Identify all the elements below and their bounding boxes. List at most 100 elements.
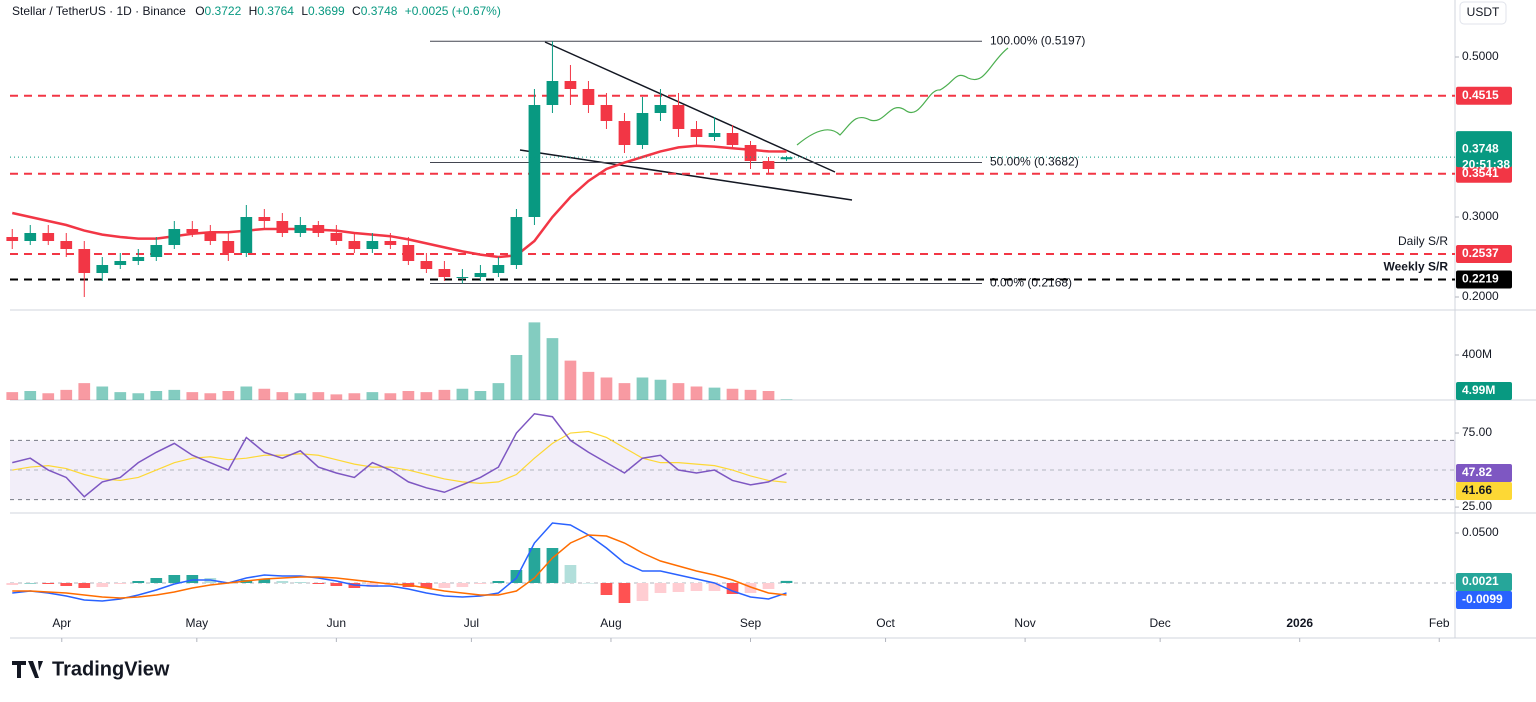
volume-bar [654, 379, 667, 400]
macd-histogram-bar [564, 565, 577, 583]
ohlc-value: 0.3699 [308, 4, 345, 18]
candle-body [276, 221, 289, 233]
candle-body [60, 241, 73, 249]
candle-body [294, 225, 307, 233]
volume-bar [474, 391, 487, 400]
volume-bar [708, 387, 721, 400]
level-value-box [1456, 270, 1512, 289]
volume-bar [240, 386, 253, 400]
macd-histogram-bar [366, 583, 379, 587]
candle-body [744, 145, 757, 161]
macd-histogram-bar [582, 583, 595, 584]
x-tick-label: Jun [327, 616, 346, 630]
macd-histogram-bar [276, 581, 289, 583]
countdown: 20:51:38 [1462, 157, 1510, 171]
x-tick-label: Sep [740, 616, 762, 630]
x-tick-label: 2026 [1286, 616, 1313, 630]
level-value: 0.2537 [1462, 246, 1499, 260]
fib-label: 100.00% (0.5197) [990, 33, 1085, 47]
volume-bar [528, 322, 541, 400]
macd-value-box [1456, 591, 1512, 609]
candle-body [258, 217, 271, 221]
volume-bar [150, 391, 163, 400]
ohlc-value: 0.3722 [205, 4, 242, 18]
volume-value: 4.99M [1462, 383, 1495, 397]
candle-body [402, 245, 415, 261]
volume-bar [276, 392, 289, 400]
currency[interactable]: USDT [1467, 5, 1500, 19]
candle-body [24, 233, 37, 241]
macd-histogram-bar [42, 583, 55, 584]
volume-bar [258, 388, 271, 400]
volume-bar [582, 371, 595, 400]
brand-name: TradingView [52, 658, 170, 680]
rsi-value: 47.82 [1462, 465, 1492, 479]
price-tick-label: 0.5000 [1462, 49, 1499, 63]
volume-bar [492, 383, 505, 400]
candle-body [528, 105, 541, 217]
macd-histogram-bar [24, 583, 37, 584]
ohlc-key: C [352, 4, 361, 18]
candle-body [150, 245, 163, 257]
candle-body [204, 233, 217, 241]
candle-body [780, 157, 793, 160]
trendline-upper [544, 41, 836, 173]
volume-bar [96, 386, 109, 400]
volume-bar [204, 393, 217, 400]
macd-histogram-bar [420, 583, 433, 588]
candle-body [564, 81, 577, 89]
ohlc-key: L [301, 4, 308, 18]
ohlc-value: 0.3764 [257, 4, 294, 18]
fib-label: 50.00% (0.3682) [990, 155, 1079, 169]
macd-histogram-bar [528, 548, 541, 583]
brand-logo: TradingView [12, 658, 170, 680]
volume-bar [546, 338, 559, 400]
macd-histogram-bar [330, 583, 343, 586]
volume-bar [744, 389, 757, 400]
level-value-box [1456, 245, 1512, 264]
macd-histogram-bar [672, 583, 685, 592]
volume-value-box [1456, 382, 1512, 400]
candle-body [438, 269, 451, 277]
x-tick-label: May [185, 616, 208, 630]
macd-histogram-value-box [1456, 573, 1512, 591]
macd-histogram-bar [6, 583, 19, 585]
macd-histogram-bar [150, 578, 163, 583]
candle-body [618, 121, 631, 145]
x-tick-label: Aug [600, 616, 621, 630]
macd-histogram-bar [456, 583, 469, 587]
level-value: 0.4515 [1462, 88, 1499, 102]
macd-histogram-bar [762, 583, 775, 589]
volume-bar [618, 383, 631, 400]
volume-bar [762, 391, 775, 400]
macd-histogram-bar [258, 579, 271, 583]
candle-body [510, 217, 523, 265]
volume-bar [42, 393, 55, 400]
candle-body [330, 233, 343, 241]
candle-body [312, 225, 325, 233]
rsi-tick-label: 75.00 [1462, 425, 1492, 439]
candle-body [240, 217, 253, 253]
candle-body [78, 249, 91, 273]
volume-bar [132, 393, 145, 400]
macd-histogram-bar [492, 581, 505, 583]
macd-line [12, 522, 787, 602]
macd-histogram-bar [60, 583, 73, 586]
change: +0.0025 (+0.67%) [405, 4, 501, 18]
level-text: Weekly S/R [1384, 260, 1449, 274]
volume-bar [366, 392, 379, 400]
macd-histogram-bar [114, 583, 127, 584]
last-price: 0.3748 [1462, 141, 1499, 155]
candle-body [96, 265, 109, 273]
candle-body [348, 241, 361, 249]
candle-body [636, 113, 649, 145]
volume-bar [456, 388, 469, 400]
volume-bar [312, 392, 325, 400]
currency-button[interactable] [1459, 1, 1507, 25]
volume-bar [60, 389, 73, 400]
ohlc-key: O [195, 4, 204, 18]
volume-bar [114, 392, 127, 400]
